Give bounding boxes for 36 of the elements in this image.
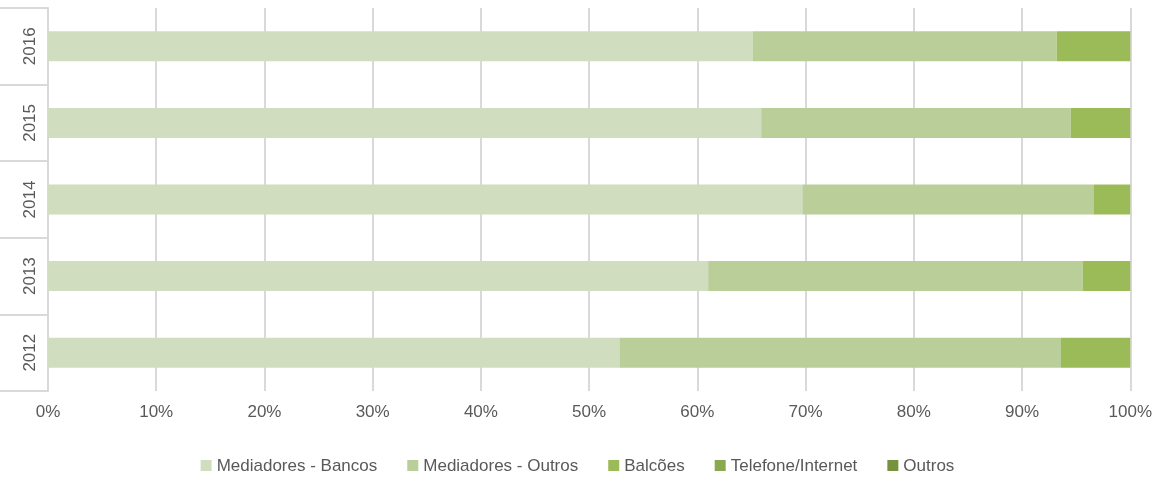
legend-label: Telefone/Internet <box>730 456 858 475</box>
y-tick-label: 2013 <box>20 257 39 296</box>
bar <box>761 107 1071 138</box>
bar <box>1056 31 1130 62</box>
bar <box>619 337 1061 368</box>
x-tick-label: 20% <box>247 402 282 421</box>
x-tick-label: 90% <box>1005 402 1040 421</box>
legend-label: Mediadores - Bancos <box>216 456 378 475</box>
x-tick-label: 100% <box>1108 402 1152 421</box>
legend-label: Balcões <box>624 456 685 475</box>
x-tick-label: 70% <box>788 402 823 421</box>
bar <box>48 107 762 138</box>
legend-label: Outros <box>903 456 955 475</box>
bar <box>48 184 803 215</box>
x-tick-label: 80% <box>896 402 931 421</box>
y-tick-label: 2016 <box>20 27 39 66</box>
y-tick-label: 2012 <box>20 333 39 372</box>
bar <box>802 184 1094 215</box>
y-tick-label: 2014 <box>20 180 39 219</box>
x-tick-label: 0% <box>35 402 61 421</box>
bar <box>1070 107 1130 138</box>
x-tick-label: 30% <box>355 402 390 421</box>
y-tick-label: 2015 <box>20 103 39 142</box>
x-tick-label: 60% <box>680 402 715 421</box>
x-tick-label: 10% <box>139 402 174 421</box>
legend-label: Mediadores - Outros <box>423 456 579 475</box>
bar <box>1093 184 1131 215</box>
x-tick-label: 50% <box>572 402 607 421</box>
bar <box>48 337 620 368</box>
bar <box>1061 337 1131 368</box>
bar <box>1082 261 1130 292</box>
bar <box>48 261 709 292</box>
bar <box>752 31 1057 62</box>
x-tick-label: 40% <box>463 402 498 421</box>
bar <box>708 261 1083 292</box>
bar <box>48 31 753 62</box>
